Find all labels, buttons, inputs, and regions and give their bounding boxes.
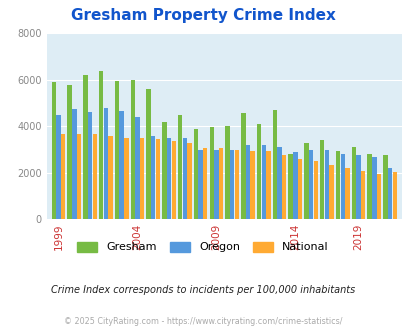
Bar	[234, 149, 239, 219]
Bar	[61, 134, 65, 219]
Bar	[225, 126, 229, 219]
Bar	[335, 151, 339, 219]
Bar	[351, 147, 355, 219]
Bar	[135, 117, 139, 219]
Bar	[303, 143, 308, 219]
Bar	[146, 89, 150, 219]
Bar	[103, 108, 108, 219]
Bar	[245, 145, 249, 219]
Bar	[119, 111, 124, 219]
Bar	[140, 138, 144, 219]
Bar	[387, 168, 391, 219]
Bar	[313, 161, 317, 219]
Bar	[256, 124, 261, 219]
Bar	[324, 149, 328, 219]
Bar	[229, 149, 234, 219]
Bar	[171, 141, 175, 219]
Bar	[308, 149, 313, 219]
Bar	[182, 138, 187, 219]
Bar	[376, 174, 380, 219]
Bar	[281, 155, 286, 219]
Bar	[292, 152, 297, 219]
Bar	[99, 72, 103, 219]
Bar	[241, 114, 245, 219]
Bar	[371, 156, 375, 219]
Bar	[72, 109, 77, 219]
Bar	[297, 159, 301, 219]
Bar	[92, 134, 97, 219]
Bar	[367, 154, 371, 219]
Bar	[67, 85, 72, 219]
Text: © 2025 CityRating.com - https://www.cityrating.com/crime-statistics/: © 2025 CityRating.com - https://www.city…	[64, 317, 341, 326]
Legend: Gresham, Oregon, National: Gresham, Oregon, National	[72, 237, 333, 257]
Bar	[261, 145, 265, 219]
Bar	[88, 112, 92, 219]
Bar	[340, 154, 344, 219]
Bar	[77, 134, 81, 219]
Text: Gresham Property Crime Index: Gresham Property Crime Index	[70, 8, 335, 23]
Bar	[218, 148, 223, 219]
Bar	[266, 151, 270, 219]
Bar	[124, 138, 128, 219]
Bar	[250, 151, 254, 219]
Bar	[328, 165, 333, 219]
Text: Crime Index corresponds to incidents per 100,000 inhabitants: Crime Index corresponds to incidents per…	[51, 285, 354, 295]
Bar	[277, 147, 281, 219]
Bar	[382, 155, 387, 219]
Bar	[177, 115, 182, 219]
Bar	[51, 82, 56, 219]
Bar	[115, 81, 119, 219]
Bar	[130, 80, 135, 219]
Bar	[272, 110, 277, 219]
Bar	[193, 129, 198, 219]
Bar	[202, 148, 207, 219]
Bar	[209, 127, 213, 219]
Bar	[162, 121, 166, 219]
Bar	[198, 149, 202, 219]
Bar	[108, 136, 113, 219]
Bar	[344, 168, 349, 219]
Bar	[156, 139, 160, 219]
Bar	[214, 149, 218, 219]
Bar	[392, 172, 396, 219]
Bar	[319, 140, 324, 219]
Bar	[166, 138, 171, 219]
Bar	[360, 171, 364, 219]
Bar	[356, 155, 360, 219]
Bar	[83, 75, 87, 219]
Bar	[288, 154, 292, 219]
Bar	[56, 115, 61, 219]
Bar	[187, 143, 191, 219]
Bar	[151, 136, 155, 219]
